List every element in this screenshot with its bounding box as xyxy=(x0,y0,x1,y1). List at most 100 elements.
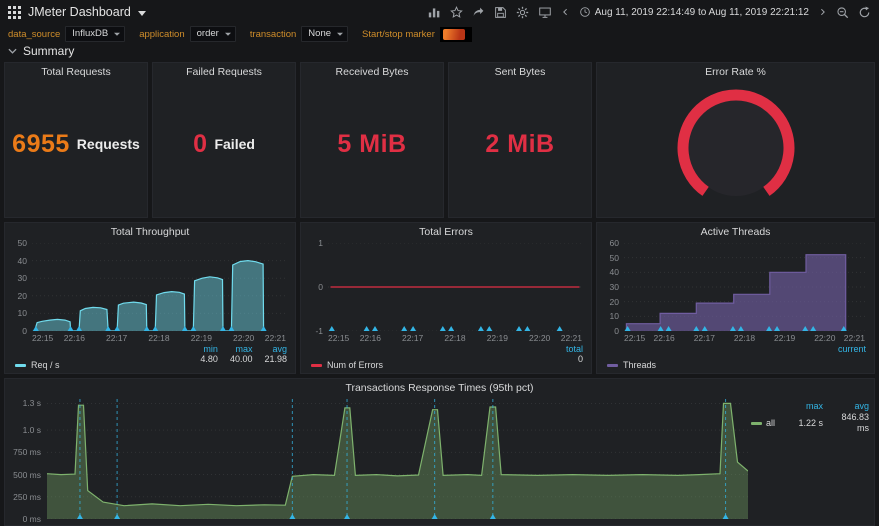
data-source-dropdown[interactable]: InfluxDB xyxy=(65,26,126,42)
y-axis-labels: 0 10 20 30 40 50 xyxy=(17,238,27,336)
refresh-button[interactable] xyxy=(858,6,871,19)
stat-value-line: 5 MiB xyxy=(301,81,443,207)
x-axis-labels: 22:15 22:16 22:17 22:18 22:19 22:20 22:21 xyxy=(328,333,582,343)
chevron-right-icon xyxy=(821,8,825,16)
marker-pill-icon xyxy=(442,28,465,40)
filter-label: data_source xyxy=(8,28,61,40)
zoom-out-button[interactable] xyxy=(836,6,849,19)
threads-plot[interactable] xyxy=(624,243,865,331)
legend: max avg all 1.22 s 846.83 ms xyxy=(751,401,869,434)
filter-application: application order xyxy=(139,26,236,42)
series-swatch-icon xyxy=(751,421,762,425)
panel-title[interactable]: Received Bytes xyxy=(335,66,409,78)
monitor-icon xyxy=(538,7,551,18)
previous-time-range-button[interactable] xyxy=(561,6,570,18)
legend-series-num-of-errors[interactable]: Num of Errors xyxy=(311,360,383,370)
series-swatch-icon xyxy=(607,363,618,367)
dashboard-title[interactable]: JMeter Dashboard xyxy=(28,5,131,19)
favorite-button[interactable] xyxy=(449,5,463,19)
start-stop-marker-image[interactable] xyxy=(439,26,472,42)
clock-icon xyxy=(579,7,590,17)
response-times-plot[interactable] xyxy=(47,399,748,519)
panel-title[interactable]: Transactions Response Times (95th pct) xyxy=(345,382,534,394)
share-icon xyxy=(473,7,484,16)
filter-start-stop-marker: Start/stop marker xyxy=(362,26,472,42)
time-picker-button[interactable]: Aug 11, 2019 22:14:49 to Aug 11, 2019 22… xyxy=(579,6,809,18)
panel-active-threads: Active Threads 0 10 20 30 40 50 60 22:15 22:16 2… xyxy=(596,222,875,374)
y-axis-labels: -1 0 1 xyxy=(315,238,323,336)
gear-icon xyxy=(516,6,528,18)
panel-title[interactable]: Sent Bytes xyxy=(494,66,546,78)
legend-series-all[interactable]: all xyxy=(751,418,783,429)
chevron-left-icon xyxy=(562,8,567,16)
caret-down-icon[interactable] xyxy=(137,3,146,21)
filter-data-source: data_source InfluxDB xyxy=(8,26,126,42)
panel-title[interactable]: Total Errors xyxy=(419,226,473,238)
legend-series-threads[interactable]: Threads xyxy=(607,360,656,370)
stat-value-line: 0 Failed xyxy=(153,81,295,207)
panel-received-bytes: Received Bytes 5 MiB xyxy=(300,62,444,218)
x-axis-labels: 22:15 22:16 22:17 22:18 22:19 22:20 22:21 xyxy=(624,333,865,343)
panel-title[interactable]: Total Requests xyxy=(41,66,111,78)
panel-failed-requests: Failed Requests 0 Failed xyxy=(152,62,296,218)
bar-chart-icon xyxy=(428,7,440,17)
settings-button[interactable] xyxy=(516,6,529,19)
legend: total 0 Num of Errors xyxy=(309,344,583,370)
navbar: JMeter Dashboard xyxy=(0,0,879,24)
grafana-menu-icon[interactable] xyxy=(8,5,21,19)
filter-transaction: transaction None xyxy=(249,26,349,42)
errors-plot[interactable] xyxy=(328,243,582,331)
panel-error-rate: Error Rate % 0% xyxy=(596,62,875,218)
template-variables-bar: data_source InfluxDB application order t… xyxy=(0,24,879,44)
application-dropdown[interactable]: order xyxy=(189,26,236,42)
filter-label: Start/stop marker xyxy=(362,28,435,40)
y-axis-labels: 0 10 20 30 40 50 60 xyxy=(609,238,619,336)
stat-value: 6955 xyxy=(12,129,70,158)
legend-series-req-per-s[interactable]: Req / s xyxy=(15,360,60,370)
time-range-text: Aug 11, 2019 22:14:49 to Aug 11, 2019 22… xyxy=(594,6,809,18)
x-axis-labels: 22:15 22:16 22:17 22:18 22:19 22:20 22:21 xyxy=(32,333,286,343)
legend: min 4.80 max 40.00 avg 21.98 Req / s xyxy=(13,344,287,370)
panel-transactions-response-times: Transactions Response Times (95th pct) 0… xyxy=(4,378,875,526)
apps-grid-icon xyxy=(8,5,21,19)
y-axis-labels: 0 ms 250 ms 500 ms 750 ms 1.0 s 1.3 s xyxy=(13,398,41,524)
stat-value: 2 MiB xyxy=(485,129,555,158)
row-title: Summary xyxy=(23,44,75,58)
star-icon xyxy=(449,5,463,18)
panel-total-throughput: Total Throughput 0 10 20 30 40 50 22:15 22:16 2… xyxy=(4,222,296,374)
transaction-dropdown[interactable]: None xyxy=(301,26,349,42)
save-icon xyxy=(494,6,506,18)
cycle-view-mode-button[interactable] xyxy=(538,6,552,19)
stat-value-line: 6955 Requests xyxy=(5,81,147,207)
share-button[interactable] xyxy=(472,6,485,19)
navbar-left: JMeter Dashboard xyxy=(8,3,146,21)
panel-total-errors: Total Errors -1 0 1 22:15 22:16 22:17 22:18 22… xyxy=(300,222,592,374)
series-swatch-icon xyxy=(311,363,322,367)
row-header-summary[interactable]: Summary xyxy=(0,42,82,60)
error-rate-gauge[interactable]: 0% xyxy=(672,87,800,209)
stat-value: 5 MiB xyxy=(337,129,407,158)
panel-sent-bytes: Sent Bytes 2 MiB xyxy=(448,62,592,218)
next-time-range-button[interactable] xyxy=(818,6,827,18)
panel-title[interactable]: Failed Requests xyxy=(186,66,262,78)
magnifier-minus-icon xyxy=(837,6,849,18)
stat-suffix: Requests xyxy=(76,136,140,152)
navbar-right: Aug 11, 2019 22:14:49 to Aug 11, 2019 22… xyxy=(428,5,871,19)
stat-suffix: Failed xyxy=(214,136,255,152)
save-button[interactable] xyxy=(494,6,507,19)
add-panel-button[interactable] xyxy=(428,6,441,19)
caret-down-icon xyxy=(337,32,344,36)
panel-title[interactable]: Error Rate % xyxy=(705,66,766,78)
panel-title[interactable]: Active Threads xyxy=(700,226,771,238)
stat-value: 0 xyxy=(193,129,208,158)
filter-label: application xyxy=(139,28,185,40)
filter-label: transaction xyxy=(249,28,297,40)
panel-title[interactable]: Total Throughput xyxy=(110,226,190,238)
throughput-plot[interactable] xyxy=(32,243,286,331)
caret-down-icon xyxy=(224,32,231,36)
panel-total-requests: Total Requests 6955 Requests xyxy=(4,62,148,218)
caret-down-icon xyxy=(114,32,121,36)
series-swatch-icon xyxy=(15,363,26,367)
stat-value-line: 2 MiB xyxy=(449,81,591,207)
